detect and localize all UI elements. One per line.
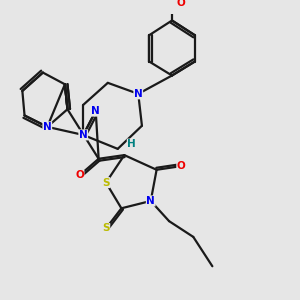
Text: N: N [79, 130, 88, 140]
Text: S: S [102, 224, 110, 233]
Text: H: H [127, 139, 136, 149]
Text: N: N [146, 196, 155, 206]
Text: O: O [75, 170, 84, 180]
Text: N: N [134, 89, 142, 99]
Text: O: O [177, 0, 186, 8]
Text: S: S [102, 178, 110, 188]
Text: N: N [43, 122, 52, 132]
Text: O: O [177, 161, 186, 171]
Text: N: N [91, 106, 100, 116]
